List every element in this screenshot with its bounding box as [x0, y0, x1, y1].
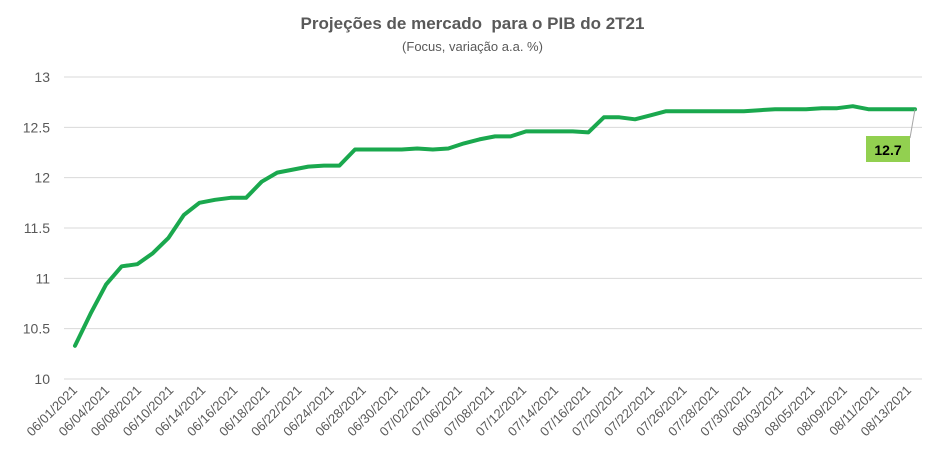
y-tick-label: 10.5 [23, 321, 50, 337]
y-tick-label: 13 [34, 69, 50, 85]
chart-title: Projeções de mercado para o PIB do 2T21 [300, 14, 645, 33]
data-label-group: 12.7 [866, 109, 916, 162]
series-line [73, 104, 917, 348]
y-axis-ticks: 10 10.5 11 11.5 12 12.5 13 [23, 69, 50, 387]
data-label-box [866, 136, 910, 162]
y-tick-label: 12.5 [23, 119, 50, 135]
y-tick-label: 10 [34, 371, 50, 387]
gridlines [64, 76, 922, 380]
series-layer [73, 104, 917, 348]
data-label-leader-line [909, 109, 916, 139]
y-tick-label: 11.5 [24, 220, 50, 236]
y-tick-label: 11 [35, 270, 50, 286]
y-tick-label: 12 [34, 170, 50, 186]
chart-subtitle: (Focus, variação a.a. %) [402, 39, 543, 54]
x-axis-ticks: 06/01/202106/04/202106/08/202106/10/2021… [23, 383, 914, 440]
data-label: 12.7 [874, 142, 901, 158]
